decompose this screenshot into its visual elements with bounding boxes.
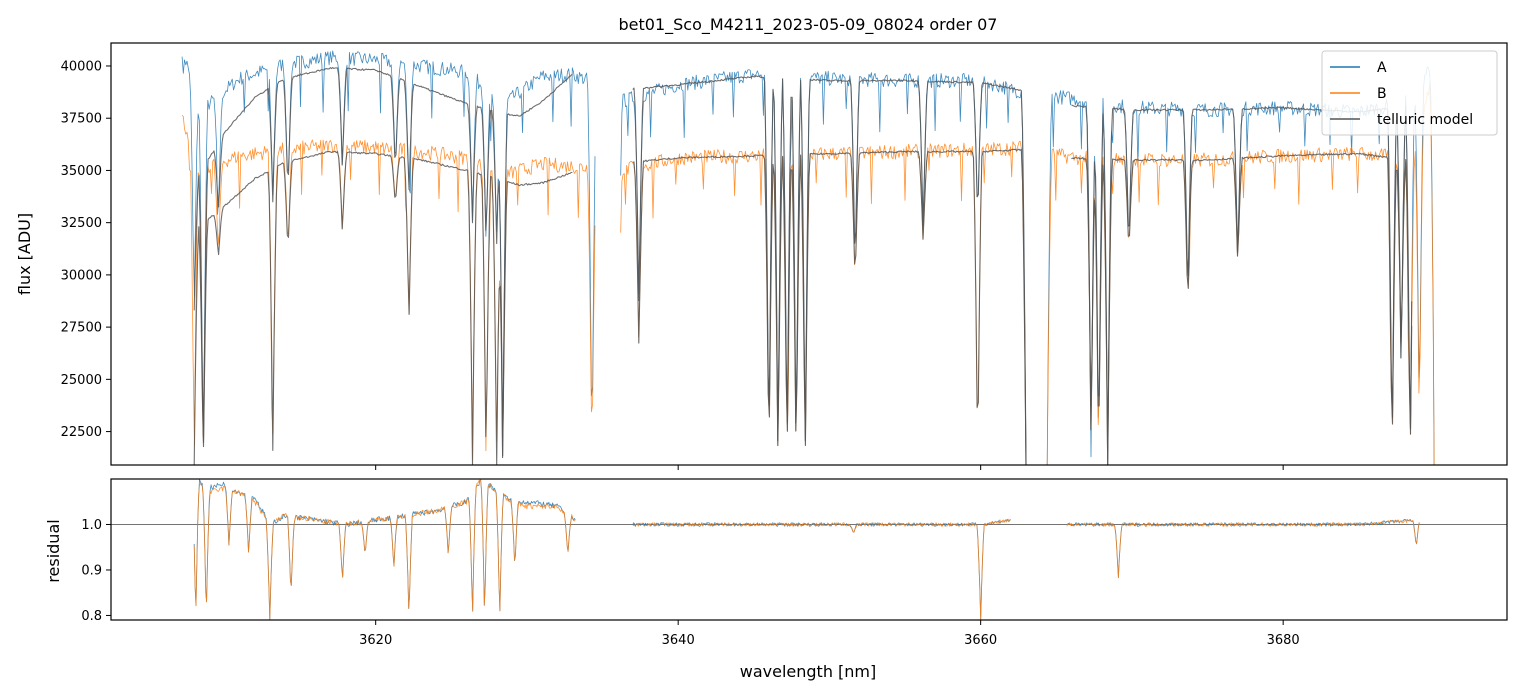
residual-a-line-0 [193,479,576,620]
chart-title: bet01_Sco_M4211_2023-05-09_08024 order 0… [619,15,998,35]
flux-plot-area [181,50,1435,465]
x-axis-label: wavelength [nm] [740,662,877,681]
x-tick-label: 3640 [662,633,695,648]
y-tick-label: 32500 [61,216,102,231]
legend-box [1321,50,1498,136]
y-tick-label: 22500 [61,425,102,440]
residual-b-line-0 [193,479,576,620]
series-telluric-model-line-1 [193,150,573,465]
series-telluric-model-line-0 [193,67,573,457]
x-tick-label: 3620 [359,633,392,648]
series-b-line-0 [181,115,596,461]
flux-panel: 22500 25000 27500 30000 32500 35000 37500 40000… [15,42,1508,470]
legend-label: A [1377,60,1387,76]
residual-b-line-2 [1066,518,1420,579]
series-telluric-model-line-5 [1071,152,1413,465]
y-tick-label: 35000 [61,164,102,179]
y-tick-label: 37500 [61,112,102,127]
residual-panel: 3620 3640 3660 3680 0.8 0.9 1.0 residual wavel… [44,478,1508,681]
residual-panel-frame [110,478,1508,621]
residual-b-line-1 [632,518,1012,620]
y-tick-label: 30000 [61,268,102,283]
y-tick-label: 0.8 [81,609,102,624]
y-tick-label: 25000 [61,373,102,388]
series-a-line-1 [620,69,1027,465]
residual-a-line-1 [632,518,1011,620]
y-tick-label: 1.0 [81,518,102,533]
y-tick-label: 40000 [61,59,102,74]
series-b-line-1 [620,140,1027,465]
legend-label: telluric model [1377,112,1473,128]
residual-axis-ticks: 3620 3640 3660 3680 0.8 0.9 1.0 [81,518,1299,648]
y-tick-label: 0.9 [81,563,102,578]
series-a-line-0 [181,50,596,433]
flux-panel-frame [110,42,1508,466]
legend-label: B [1377,86,1387,102]
flux-axis-ticks: 22500 25000 27500 30000 32500 35000 37500 40000 [61,59,1284,470]
y-tick-label: 27500 [61,321,102,336]
series-telluric-model-line-2 [632,75,1027,465]
y-axis-label-residual: residual [44,519,63,582]
x-tick-label: 3680 [1267,633,1300,648]
series-telluric-model-line-4 [1071,104,1413,465]
y-axis-label-flux: flux [ADU] [15,213,34,295]
residual-a-line-2 [1066,519,1420,579]
series-telluric-model-line-3 [632,148,1027,465]
x-tick-label: 3660 [964,633,997,648]
residual-plot-area [111,479,1507,620]
